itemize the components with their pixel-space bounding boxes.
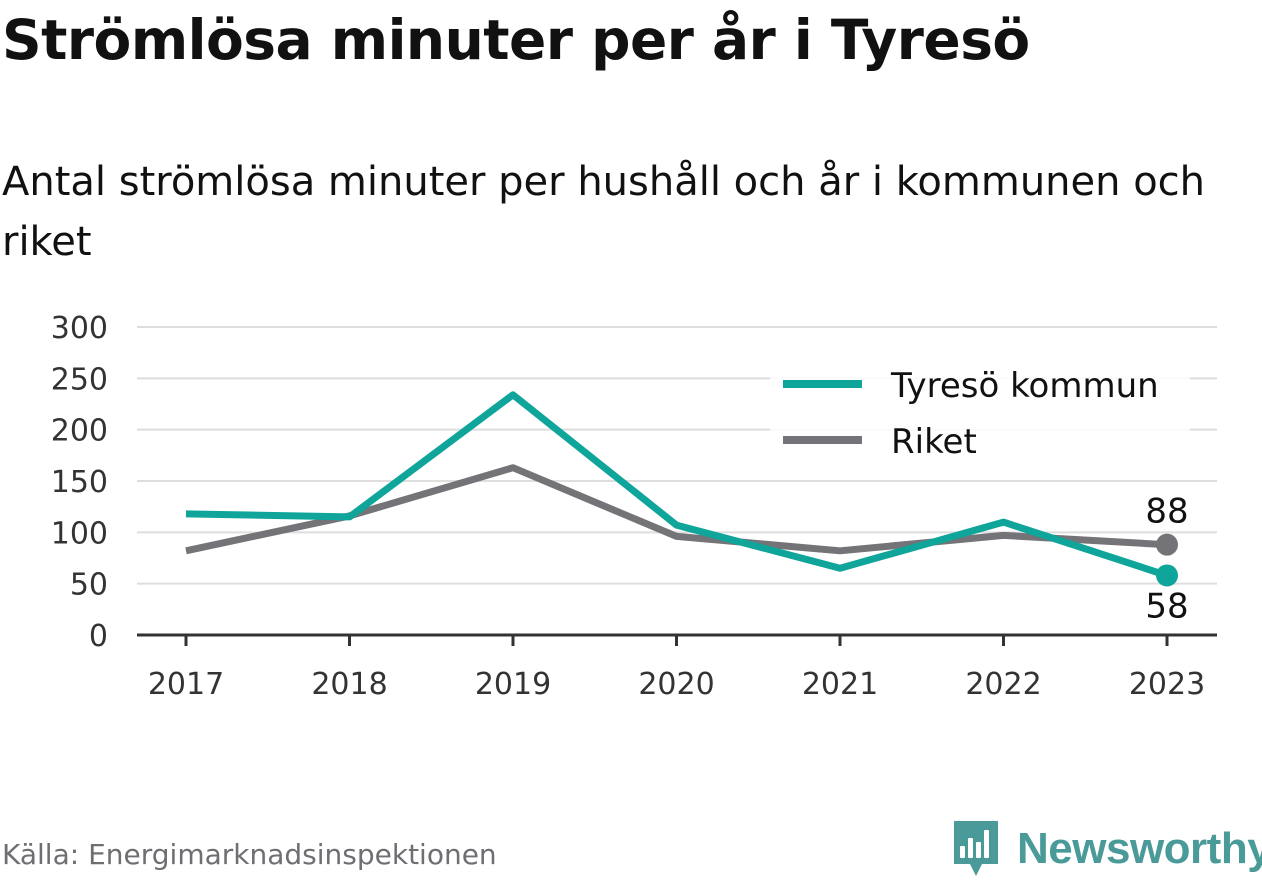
brand-name: Newsworthy (1017, 824, 1262, 873)
x-tick-label: 2019 (475, 667, 551, 702)
brand-logo: Newsworthy (951, 818, 1262, 880)
end-point-dot (1156, 564, 1178, 587)
x-tick-label: 2020 (638, 667, 714, 702)
x-tick-label: 2017 (148, 667, 224, 702)
y-tick-label: 200 (51, 414, 108, 449)
chart-subtitle: Antal strömlösa minuter per hushåll och … (2, 159, 1206, 265)
series-line-tyresö-kommun (185, 391, 1169, 579)
legend: Tyresö kommun Riket (770, 362, 1190, 462)
x-axis: 2017 2018 2019 2020 2021 2022 2023 (137, 633, 1217, 702)
x-tick-label: 2022 (965, 667, 1041, 702)
y-tick-label: 100 (51, 516, 108, 551)
data-label: 58 (1145, 586, 1188, 626)
legend-label: Riket (891, 422, 977, 462)
legend-label: Tyresö kommun (890, 366, 1159, 406)
y-tick-label: 300 (51, 311, 108, 346)
x-tick-label: 2021 (802, 667, 878, 702)
y-axis-tick-labels: 0 50 100 150 200 250 300 (51, 311, 108, 654)
y-tick-label: 150 (51, 465, 108, 500)
source-note: Källa: Energimarknadsinspektionen (2, 838, 497, 871)
y-tick-label: 250 (51, 362, 108, 397)
y-tick-label: 0 (89, 619, 108, 654)
series-lines (185, 391, 1178, 587)
newsworthy-logo-icon (954, 821, 998, 876)
y-tick-label: 50 (70, 568, 108, 603)
data-label: 88 (1145, 492, 1188, 532)
x-tick-label: 2023 (1129, 667, 1205, 702)
chart-title: Strömlösa minuter per år i Tyresö (2, 8, 1030, 72)
end-point-dot (1156, 533, 1178, 556)
x-tick-label: 2018 (311, 667, 387, 702)
end-value-labels: 88 58 (1145, 492, 1188, 627)
